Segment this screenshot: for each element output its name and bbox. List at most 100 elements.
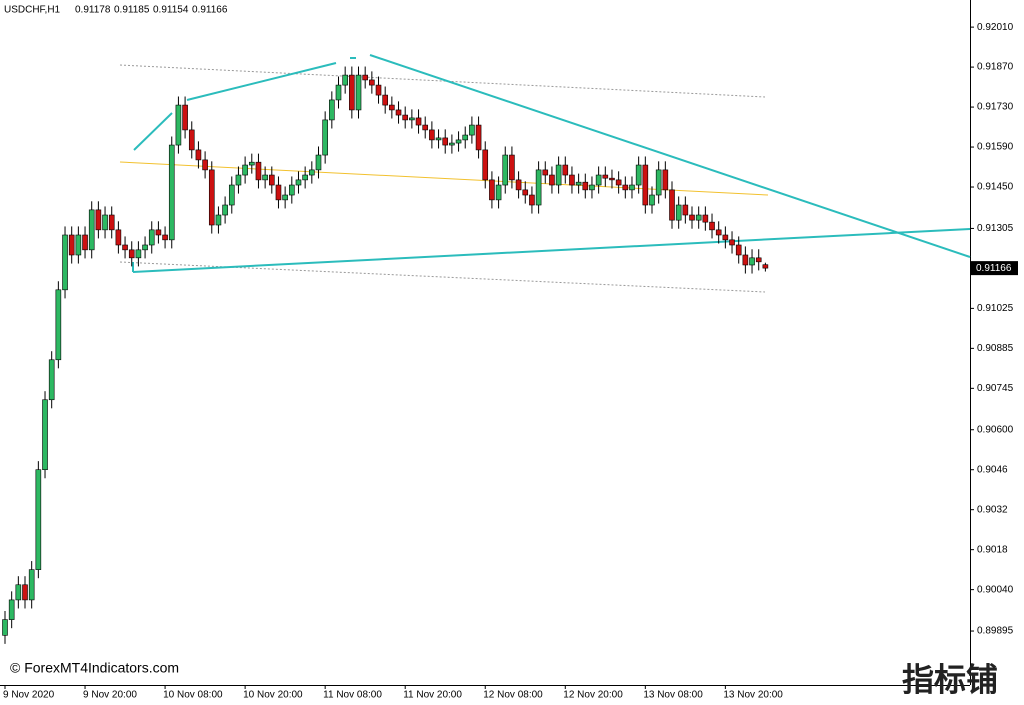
candle-body [342, 74, 348, 86]
candle-body [28, 569, 35, 601]
candle-body [322, 119, 328, 156]
candles [2, 66, 769, 644]
candle-body [188, 129, 195, 151]
candle-body [2, 619, 8, 636]
trend-line [132, 228, 971, 273]
candle-body [422, 124, 429, 131]
x-tick-label: 11 Nov 20:00 [403, 690, 462, 701]
candle-body [609, 177, 615, 181]
candle-body [268, 174, 275, 186]
candle-body [635, 164, 642, 186]
candle-body [615, 179, 622, 186]
candle-body [575, 181, 582, 186]
header-low: 0.91154 [153, 5, 189, 16]
candle-body [222, 204, 228, 216]
candle-body [108, 214, 115, 231]
watermark: © ForexMT4Indicators.com [10, 660, 179, 676]
candle-body [695, 214, 702, 221]
candle-body [482, 149, 489, 181]
candle-body [489, 179, 495, 201]
candle-body [529, 194, 535, 206]
header-open: 0.91178 [75, 5, 111, 16]
price-label-bg [971, 261, 1018, 276]
y-tick-label: 0.90745 [977, 383, 1014, 394]
x-tick-label: 12 Nov 08:00 [483, 690, 543, 701]
candle-body [515, 179, 522, 191]
candle-body [115, 229, 122, 246]
y-tick-label: 0.9032 [977, 504, 1008, 515]
candle-body [8, 599, 15, 620]
candle-body [175, 104, 182, 146]
candle-body [569, 174, 575, 186]
candle-body [689, 214, 695, 221]
candle-body [349, 74, 355, 111]
x-tick-label: 13 Nov 08:00 [643, 690, 703, 701]
candle-body [275, 184, 282, 201]
y-tick-label: 0.91450 [977, 182, 1014, 193]
candle-body [415, 117, 422, 126]
candle-body [255, 161, 262, 181]
candle-body [142, 244, 148, 251]
candle-body [215, 214, 222, 226]
x-tick-label: 10 Nov 20:00 [243, 690, 303, 701]
candle-body [295, 179, 302, 186]
candle-body [642, 164, 649, 206]
trend-line [133, 112, 173, 151]
candle-body [762, 264, 769, 269]
candle-body [749, 257, 755, 266]
candle-body [429, 129, 435, 141]
candle-body [315, 154, 322, 171]
candle-body [409, 117, 415, 121]
candle-body [302, 174, 308, 181]
candle-body [582, 181, 589, 191]
candle-body [669, 189, 675, 221]
candle-body [208, 169, 215, 226]
candle-body [375, 84, 382, 96]
candle-body [309, 169, 315, 176]
y-tick-label: 0.92010 [977, 22, 1014, 33]
candle-body [555, 164, 562, 186]
candle-body [535, 169, 542, 206]
candle-body [595, 174, 602, 186]
candle-body [55, 289, 62, 361]
candle-body [462, 134, 469, 141]
candle-body [228, 184, 235, 206]
candle-body [622, 184, 629, 191]
y-tick-label: 0.90040 [977, 584, 1014, 595]
candle-body [235, 174, 242, 186]
candle-body [362, 74, 368, 81]
candle-body [68, 234, 75, 256]
candle-body [82, 234, 88, 251]
candle-body [715, 229, 722, 236]
candle-body [395, 109, 402, 116]
candle-body [742, 254, 749, 266]
candle-body [655, 169, 662, 196]
candle-body [729, 239, 735, 246]
candle-body [502, 154, 509, 186]
y-tick-label: 0.91305 [977, 223, 1014, 234]
x-tick-label: 9 Nov 2020 [3, 690, 55, 701]
candle-body [62, 234, 68, 291]
y-tick-label: 0.9018 [977, 544, 1008, 555]
candle-body [282, 194, 288, 201]
header-close: 0.91166 [192, 5, 228, 16]
candle-body [562, 164, 569, 176]
candle-body [262, 174, 268, 181]
trend-line [369, 54, 971, 258]
candle-body [722, 234, 729, 241]
x-tick-label: 10 Nov 08:00 [163, 690, 223, 701]
candle-body [702, 214, 709, 223]
candle-body [369, 79, 375, 86]
candle-body [148, 229, 155, 246]
candle-body [135, 249, 142, 259]
candle-body [682, 204, 689, 216]
candle-body [202, 159, 208, 171]
candle-body [122, 244, 128, 251]
y-tick-label: 0.89895 [977, 626, 1014, 637]
y-tick-label: 0.91025 [977, 303, 1014, 314]
candle-body [522, 189, 529, 196]
symbol: USDCHF,H1 [4, 5, 61, 16]
candle-body [102, 214, 108, 231]
candle-body [195, 149, 202, 161]
